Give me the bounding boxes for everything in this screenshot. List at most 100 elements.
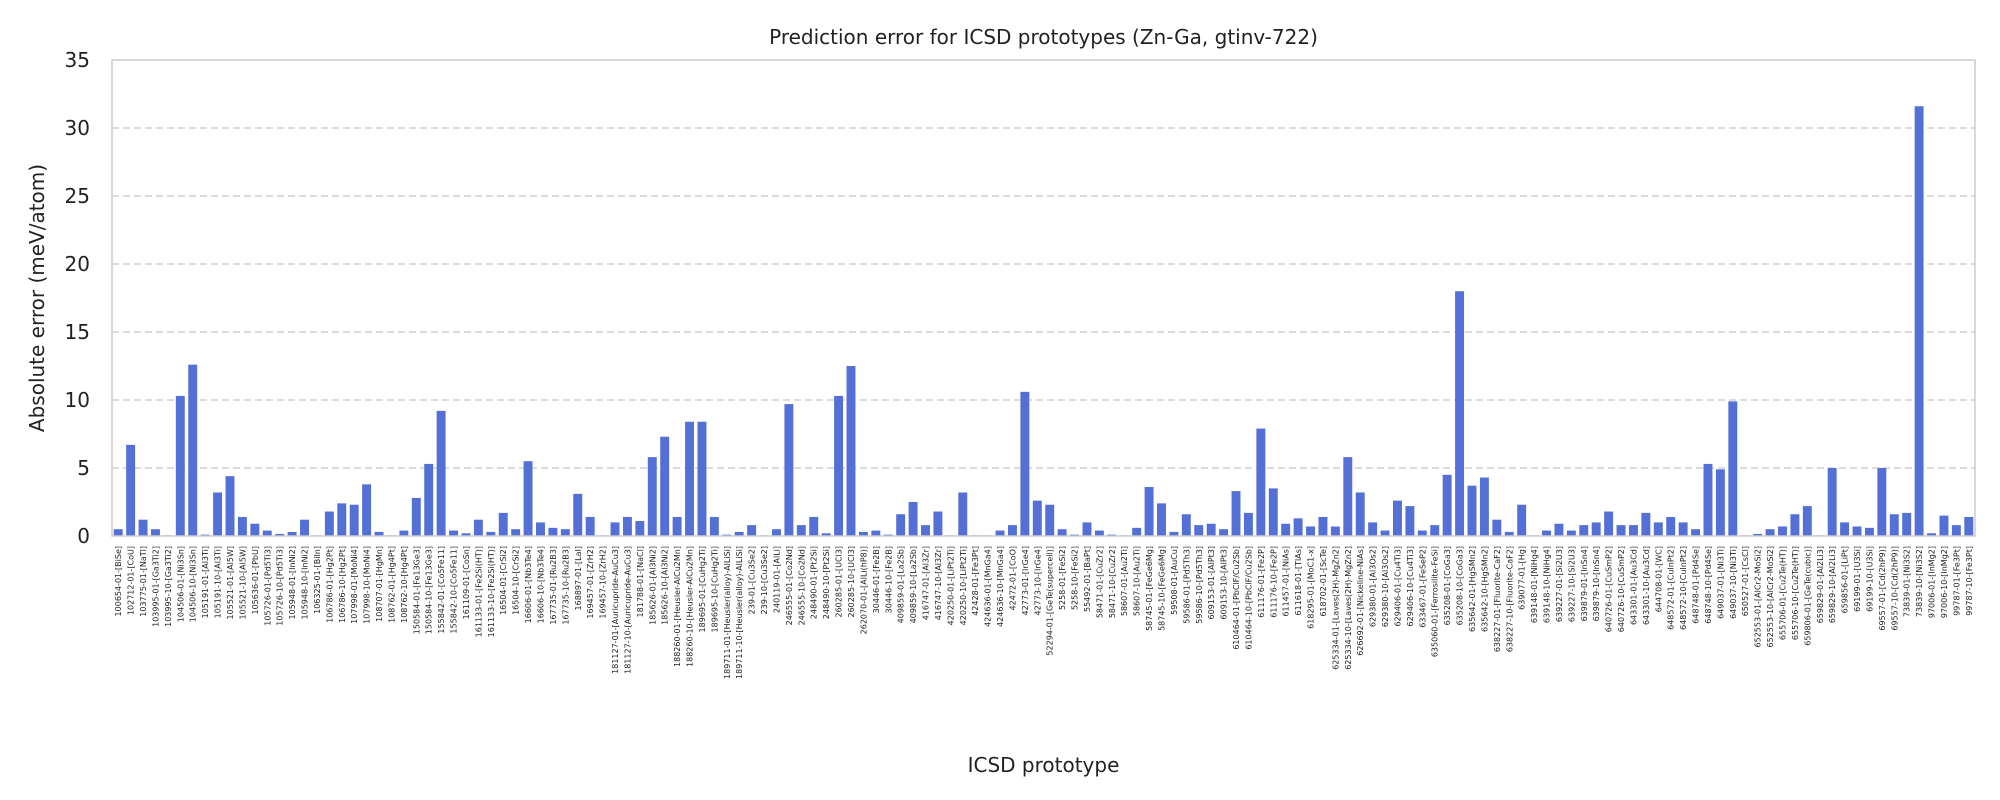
x-tick-label: 248490-01-[Pt2Si]	[810, 546, 819, 619]
bar	[908, 502, 918, 536]
bar	[436, 410, 446, 536]
bar	[126, 444, 136, 536]
x-tick-label: 416747-10-[Al3Zr]	[934, 546, 943, 620]
x-tick-label: 189695-01-[CuHg2Ti]	[698, 546, 707, 632]
x-tick-label: 424636-10-[MnGa4]	[996, 546, 1005, 627]
bar	[213, 492, 223, 536]
bar	[995, 530, 1005, 536]
x-tick-label: 260285-10-[UCl3]	[847, 546, 856, 618]
bar	[300, 519, 309, 536]
x-tick-label: 648572-10-[CuInPt2]	[1679, 546, 1688, 630]
x-tick-label: 629380-10-[Al3Os2]	[1381, 546, 1390, 627]
x-tick-label: 633467-01-[FeSeP2]	[1418, 546, 1427, 628]
bar	[1181, 514, 1191, 536]
y-tick-label: 35	[65, 48, 90, 72]
x-tick-label: 105521-01-[Al5W]	[226, 546, 235, 619]
bar	[1281, 523, 1291, 536]
x-tick-label: 155842-01-[Co5Fe11]	[437, 546, 446, 634]
x-tick-label: 73839-01-[Ni3S2]	[1903, 546, 1912, 617]
bar	[1827, 468, 1837, 536]
x-tick-label: 16504-01-[CrSi2]	[499, 546, 508, 615]
x-tick-label: 644708-01-[WC]	[1654, 546, 1663, 612]
x-tick-label: 69557-10-[Cd(2hP9)]	[1890, 546, 1899, 631]
x-tick-label: 107998-01-[MoNi4]	[350, 546, 359, 624]
x-tick-label: 69557-01-[Cd(2hP9)]	[1878, 546, 1887, 631]
x-tick-label: 639227-01-[Si2U3]	[1555, 546, 1564, 622]
x-tick-labels: 100654-01-[BiSe] 102712-01-[CoU] 103775-01…	[114, 546, 1974, 679]
x-tick-label: 635060-01-[Ferrosilite-FeSi]	[1431, 546, 1440, 657]
bar	[896, 514, 906, 536]
x-tick-label: 69199-01-[U3Si]	[1853, 546, 1862, 612]
x-tick-label: 16504-10-[CrSi2]	[512, 546, 521, 615]
bar	[796, 525, 806, 536]
bar	[138, 519, 148, 536]
bar	[486, 531, 496, 536]
gridlines	[112, 127, 1975, 469]
x-tick-label: 240119-01-[AlLi]	[772, 546, 781, 613]
x-tick-label: 639227-10-[Si2U3]	[1567, 546, 1576, 622]
bars	[113, 106, 1974, 537]
x-tick-label: 609153-10-[AlPt3]	[1220, 546, 1229, 619]
x-tick-label: 260285-01-[UCl3]	[835, 546, 844, 618]
x-tick-label: 650527-01-[CsCl]	[1741, 546, 1750, 616]
x-tick-label: 659806-01-[GeTe(cubic)]	[1803, 546, 1812, 646]
bar	[573, 493, 583, 536]
bar	[1641, 512, 1651, 536]
x-tick-label: 99787-01-[Fe3Pt]	[1952, 546, 1961, 616]
x-tick-label: 655706-01-[Cu2Te(HT)]	[1778, 546, 1787, 640]
x-tick-label: 73839-10-[Ni3S2]	[1915, 546, 1924, 617]
x-tick-label: 629406-10-[Cu4Ti3]	[1406, 546, 1415, 626]
bar	[1852, 526, 1862, 536]
x-tick-label: 105948-01-[InNi2]	[288, 546, 297, 619]
bar	[958, 492, 968, 536]
x-tick-label: 167735-10-[Ru2B3]	[561, 546, 570, 625]
x-tick-label: 58745-01-[FeGe6Mg]	[1145, 546, 1154, 631]
x-tick-label: 161109-01-[CoSn]	[462, 546, 471, 619]
bar	[1778, 526, 1787, 536]
x-tick-label: 611618-01-[TlAs]	[1294, 546, 1303, 615]
x-tick-label: 181127-01-[Auricupride-AuCu3]	[611, 546, 620, 674]
bar	[858, 531, 868, 536]
bar	[560, 529, 570, 536]
x-tick-label: 638227-10-[Fluorite-CaF2]	[1505, 546, 1514, 652]
bar	[1753, 533, 1763, 536]
x-tick-label: 611176-01-[Fe2P]	[1257, 546, 1266, 618]
y-tick-label: 25	[65, 184, 90, 208]
x-tick-label: 648748-10-[Pd4Se]	[1704, 546, 1713, 624]
x-tick-label: 108762-10-[Hg4Pt]	[400, 546, 409, 623]
x-tick-label: 648748-01-[Pd4Se]	[1692, 546, 1701, 624]
bar	[1032, 500, 1042, 536]
x-tick-label: 59508-01-[AuCu]	[1170, 546, 1179, 615]
bar	[175, 395, 185, 536]
x-tick-label: 167735-01-[Ru2B3]	[549, 546, 558, 625]
bar	[1517, 504, 1527, 536]
bar	[399, 530, 409, 536]
bar	[1380, 530, 1390, 536]
bar	[685, 421, 695, 536]
x-tick-label: 16606-01-[Nb3Te4]	[524, 546, 533, 623]
bar	[113, 529, 123, 536]
bar	[784, 404, 794, 536]
bar	[1479, 477, 1489, 536]
x-tick-label: 97006-10-[InMg2]	[1940, 546, 1949, 618]
bar	[1840, 522, 1850, 536]
y-tick-label: 5	[77, 456, 90, 480]
x-tick-label: 108707-01-[HgMn]	[375, 546, 384, 622]
bar	[1194, 525, 1204, 536]
x-tick-label: 30446-01-[Fe2B]	[872, 546, 881, 613]
x-tick-label: 409859-10-[La2Sb]	[909, 546, 918, 623]
bar	[1243, 512, 1253, 536]
bar	[1467, 485, 1477, 536]
bar	[1132, 527, 1142, 536]
bar	[1206, 523, 1216, 536]
x-tick-label: 610464-10-[PbClF/Cu2Sb]	[1244, 546, 1253, 650]
x-tick-label: 652553-10-[AlCr2-MoSi2]	[1766, 546, 1775, 647]
bar	[1442, 474, 1452, 536]
x-tick-label: 188260-10-[Heusler-AlCu2Mn]	[686, 546, 695, 667]
x-tick-label: 416747-01-[Al3Zr]	[922, 546, 931, 620]
y-tick-label: 0	[77, 524, 90, 548]
y-tick-labels: 0 5 10 15 20 25 30 35	[65, 48, 90, 548]
x-tick-label: 611176-10-[Fe2P]	[1269, 546, 1278, 618]
x-tick-label: 105191-10-[Al3Ti]	[214, 546, 223, 618]
x-tick-label: 55492-01-[BaPt]	[1083, 546, 1092, 612]
